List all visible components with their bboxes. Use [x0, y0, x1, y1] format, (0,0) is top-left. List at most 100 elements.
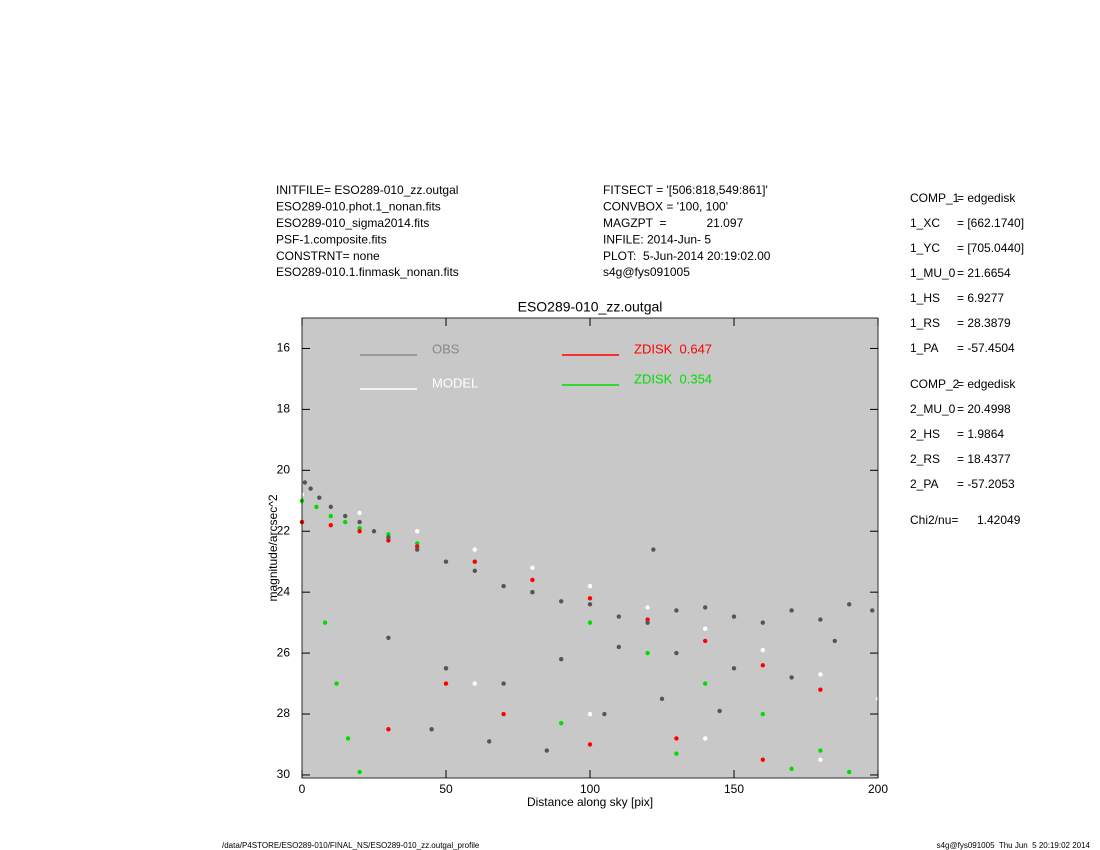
data-point [645, 605, 650, 610]
data-point [357, 525, 362, 531]
data-point [760, 757, 765, 762]
footer-left: /data/P4STORE/ESO289-010/FINAL_NS/ESO289… [222, 841, 480, 850]
legend-label: OBS [432, 341, 460, 356]
data-point [674, 751, 679, 756]
data-point [415, 544, 420, 549]
data-point [443, 559, 449, 564]
param-value: = 21.6654 [957, 266, 1011, 280]
info-line: INITFILE= ESO289-010_zz.outgal [276, 183, 458, 197]
data-point [559, 656, 564, 662]
data-point [818, 757, 823, 762]
data-point [334, 681, 339, 686]
data-point [386, 532, 391, 537]
data-point [847, 769, 852, 775]
data-point [472, 559, 477, 564]
data-point [415, 541, 420, 546]
data-point [674, 650, 679, 656]
data-point [760, 620, 765, 625]
param-value: = 28.3879 [957, 316, 1011, 330]
data-point [645, 650, 650, 656]
param-label: Chi2/nu= [910, 513, 958, 527]
param-label: 1_MU_0 [910, 266, 956, 280]
y-tick-label: 18 [277, 402, 291, 416]
param-label: 1_XC [910, 216, 940, 230]
data-point [429, 727, 434, 732]
data-point [760, 647, 765, 653]
data-point [818, 687, 823, 692]
data-point [357, 529, 362, 534]
data-point [357, 510, 362, 516]
param-value: = 20.4998 [957, 402, 1011, 416]
data-point [501, 583, 506, 589]
data-point [616, 644, 621, 650]
y-tick-label: 26 [277, 645, 291, 659]
data-point [559, 720, 564, 726]
data-point [544, 748, 549, 753]
x-tick-label: 0 [299, 782, 306, 796]
data-point [703, 605, 708, 610]
data-point [587, 711, 593, 717]
param-label: 2_RS [910, 452, 940, 466]
param-value: = 1.9864 [957, 427, 1004, 441]
y-tick-label: 22 [277, 523, 291, 537]
y-tick-label: 16 [277, 341, 291, 355]
legend-label: ZDISK 0.647 [634, 341, 712, 356]
data-point [602, 711, 607, 717]
data-point [587, 596, 593, 601]
data-point [314, 504, 319, 510]
data-point [371, 529, 377, 534]
x-tick-label: 50 [439, 782, 453, 796]
info-line: CONSTRNT= none [276, 249, 380, 263]
data-point [645, 620, 650, 625]
data-point [328, 522, 333, 528]
data-point [530, 589, 535, 595]
data-point [731, 614, 737, 619]
param-value: = 6.9277 [957, 291, 1004, 305]
info-line: PSF-1.composite.fits [276, 232, 387, 246]
param-label: 2_MU_0 [910, 402, 956, 416]
param-value: = [705.0440] [957, 241, 1024, 255]
data-point [847, 602, 852, 607]
x-tick-label: 200 [868, 782, 888, 796]
data-point [587, 583, 593, 589]
param-label: 1_RS [910, 316, 940, 330]
info-line: FITSECT = '[506:818,549:861]' [603, 183, 768, 197]
info-line: ESO289-010.1.finmask_nonan.fits [276, 265, 459, 279]
data-point [645, 617, 650, 622]
info-line: PLOT: 5-Jun-2014 20:19:02.00 [603, 249, 771, 263]
data-point [760, 711, 765, 717]
data-point [818, 617, 823, 622]
info-line: INFILE: 2014-Jun- 5 [603, 232, 711, 246]
data-point [651, 547, 656, 552]
info-line: ESO289-010_sigma2014.fits [276, 216, 429, 230]
data-point [717, 708, 722, 714]
legend-label: ZDISK 0.354 [634, 371, 712, 386]
x-axis-label: Distance along sky [pix] [527, 795, 653, 809]
param-label: 2_HS [910, 427, 940, 441]
y-tick-label: 28 [277, 706, 291, 720]
param-label: 2_PA [910, 477, 938, 491]
data-point [443, 666, 449, 671]
data-point [328, 513, 333, 519]
data-point [659, 696, 665, 701]
data-point [443, 681, 449, 686]
param-label: 1_PA [910, 341, 938, 355]
data-point [616, 614, 621, 619]
legend-label: MODEL [432, 375, 478, 390]
data-point [386, 635, 391, 641]
data-point [302, 480, 308, 485]
data-point [386, 535, 391, 540]
data-point [832, 638, 837, 644]
data-point [415, 547, 420, 552]
data-point [386, 538, 391, 543]
data-point [789, 608, 794, 613]
param-value: = -57.4504 [957, 341, 1015, 355]
x-tick-label: 100 [580, 782, 600, 796]
data-point [357, 519, 362, 525]
data-point [703, 681, 708, 686]
data-point [472, 547, 477, 552]
info-line: ESO289-010.phot.1_nonan.fits [276, 200, 441, 214]
data-point [322, 620, 328, 625]
data-point [317, 495, 322, 500]
